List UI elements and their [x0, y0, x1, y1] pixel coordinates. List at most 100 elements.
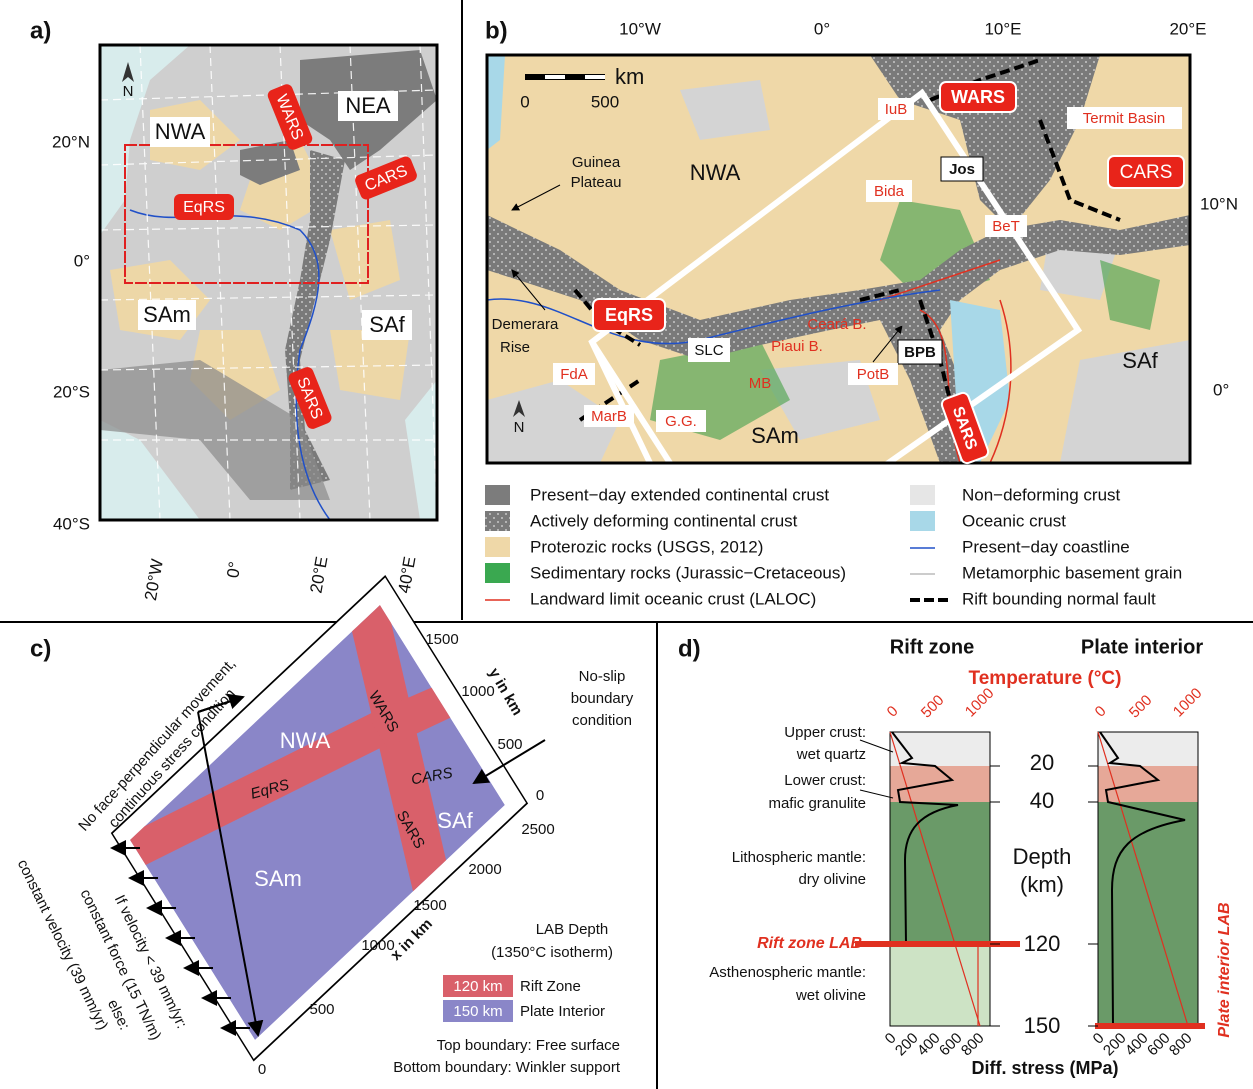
lon-label: 0°	[814, 19, 830, 38]
lat-label: 20°S	[53, 382, 90, 401]
lon-label: 40°E	[394, 555, 419, 595]
place-label: FdA	[560, 366, 588, 383]
legend-entry: Metamorphic basement grain	[962, 563, 1182, 582]
region-label: NEA	[345, 93, 391, 118]
place-label: G.G.	[665, 413, 697, 430]
legend-title: LAB Depth	[536, 921, 609, 938]
shape	[545, 75, 565, 79]
axis-title: (km)	[1020, 872, 1064, 897]
group: CARS	[1108, 156, 1184, 188]
lon-label: 10°E	[984, 19, 1021, 38]
layer-label: Upper crust:	[784, 724, 866, 741]
axis-title: Diff. stress (MPa)	[971, 1058, 1118, 1078]
shape	[890, 944, 990, 1026]
axis-title: Depth	[1013, 844, 1072, 869]
panel-label: c)	[30, 635, 51, 662]
shape	[485, 563, 510, 583]
lat-label: 40°S	[53, 514, 90, 533]
legend-swatch-label: 120 km	[453, 978, 502, 995]
annotation: constant velocity (39 mm/yr)	[14, 857, 112, 1033]
layer-label: wet quartz	[796, 746, 866, 763]
legend-entry: Proterozic rocks (USGS, 2012)	[530, 537, 763, 556]
north-arrow: N	[514, 419, 525, 436]
lab-label: Plate interior LAB	[1216, 902, 1233, 1037]
place-label: Demerara	[492, 316, 559, 333]
depth-tick: 20	[1030, 750, 1054, 775]
place-label: Bida	[874, 183, 905, 200]
region-label: SAf	[437, 808, 473, 833]
depth-tick: 150	[1024, 1013, 1061, 1038]
y-tick-label: 0	[536, 787, 544, 804]
lat-label: 20°N	[52, 132, 90, 151]
temp-tick: 0	[1092, 703, 1110, 721]
place-label: IuB	[885, 101, 908, 118]
x-tick-label: 500	[309, 1001, 334, 1018]
north-arrow: N	[123, 83, 134, 100]
rift-label: CARS	[1120, 162, 1173, 183]
region-label: SAf	[369, 312, 405, 337]
shape	[910, 485, 935, 505]
place-label: Piaui B.	[771, 338, 823, 355]
legend-entry: Rift Zone	[520, 978, 581, 995]
temp-tick: 500	[918, 692, 948, 722]
layer-label: wet olivine	[795, 987, 866, 1004]
rift-label: EqRS	[183, 199, 225, 216]
x-tick-label: 1500	[413, 897, 446, 914]
legend-swatch-label: 150 km	[453, 1003, 502, 1020]
y-tick-label: 500	[497, 736, 522, 753]
legend-entry: Present−day extended continental crust	[530, 485, 829, 504]
annotation: boundary	[571, 690, 634, 707]
region-label: SAm	[751, 423, 799, 448]
region-label: SAm	[254, 866, 302, 891]
depth-tick: 120	[1024, 931, 1061, 956]
legend-entry: Sedimentary rocks (Jurassic−Cretaceous)	[530, 563, 846, 582]
figure: a) N NWA NEA SAm SAf WARS CARS EqRS SARS…	[0, 0, 1253, 1089]
layer-label: mafic granulite	[768, 795, 866, 812]
shape	[585, 75, 605, 79]
temp-tick: 1000	[1170, 685, 1206, 721]
column-title: Rift zone	[890, 636, 974, 658]
column-title: Plate interior	[1081, 636, 1203, 658]
temp-tick: 0	[884, 703, 902, 721]
legend-entry: Actively deforming continental crust	[530, 511, 798, 530]
lon-label: 20°E	[306, 555, 331, 595]
depth-tick: 40	[1030, 788, 1054, 813]
region-label: NWA	[690, 160, 741, 185]
layer-label: Lithospheric mantle:	[732, 849, 866, 866]
lon-label: 20°E	[1169, 19, 1206, 38]
panel-label: a)	[30, 17, 51, 44]
rift-label: WARS	[951, 87, 1005, 107]
group: WARS	[940, 82, 1016, 112]
place-label: Guinea	[572, 154, 621, 171]
region-label: SAm	[143, 302, 191, 327]
stress-tick: 800	[958, 1030, 988, 1060]
legend-entry: Plate Interior	[520, 1003, 605, 1020]
temp-tick: 1000	[962, 685, 998, 721]
region-label: NWA	[280, 728, 331, 753]
annotation: condition	[572, 712, 632, 729]
lon-label: 20°W	[141, 558, 167, 602]
place-label: BeT	[992, 218, 1020, 235]
place-label: Plateau	[571, 174, 622, 191]
shape	[485, 537, 510, 557]
lab-label: Rift zone LAB	[757, 935, 862, 952]
x-tick-label: 2500	[521, 821, 554, 838]
shape	[485, 511, 510, 531]
y-tick-label: 1500	[425, 631, 458, 648]
x-tick-label: 0	[258, 1061, 266, 1078]
group: EqRS	[593, 299, 665, 331]
annotation: No-slip	[579, 668, 626, 685]
place-label: Termit Basin	[1083, 110, 1166, 127]
scale-unit: km	[615, 64, 644, 89]
scale-tick: 0	[520, 92, 529, 111]
shape	[485, 485, 510, 505]
layer-label: Lower crust:	[784, 772, 866, 789]
annotation: Bottom boundary: Winkler support	[393, 1059, 621, 1076]
place-label: MB	[749, 375, 772, 392]
axis-title: Temperature (°C)	[969, 668, 1122, 689]
annotation: Top boundary: Free surface	[437, 1037, 620, 1054]
panel-label: d)	[678, 635, 701, 662]
region-label: SAf	[1122, 348, 1158, 373]
panel-label: b)	[485, 17, 508, 44]
x-tick-label: 2000	[468, 861, 501, 878]
